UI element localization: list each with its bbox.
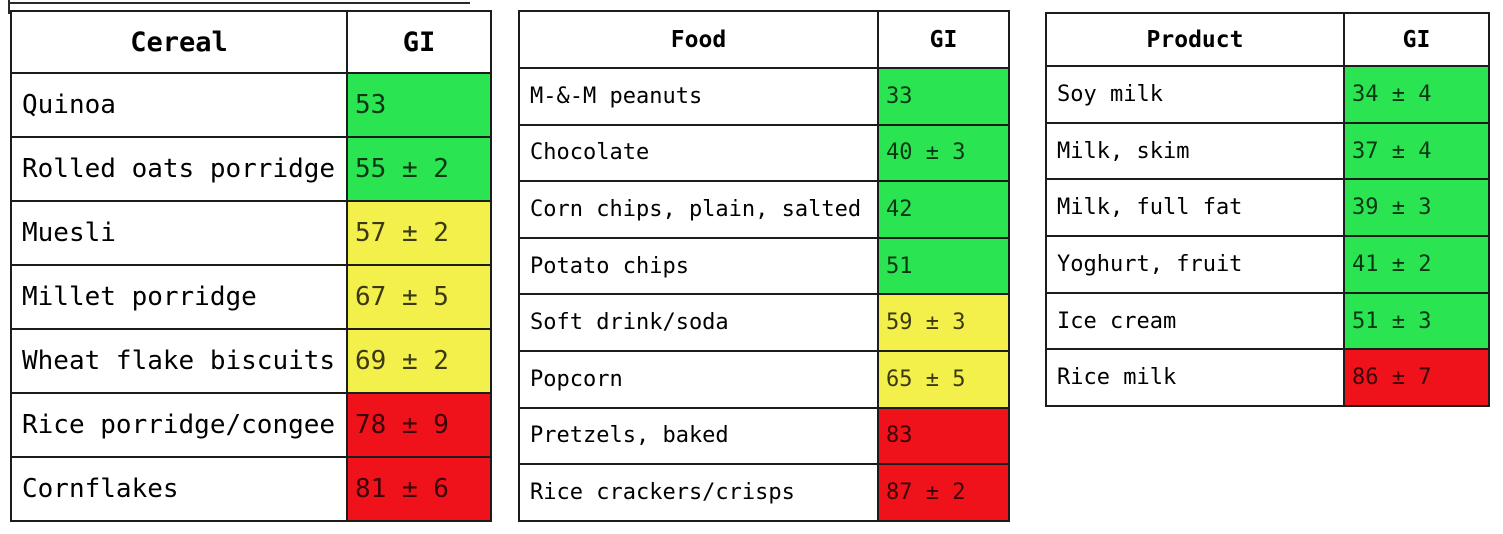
- table-row: Corn chips, plain, salted 42: [518, 180, 1010, 239]
- gi-column-header: GI: [1343, 12, 1490, 67]
- table-row: Muesli 57 ± 2: [10, 200, 492, 266]
- gi-value-cell: 51 ± 3: [1343, 291, 1490, 351]
- product-gi-table: Product GI Soy milk 34 ± 4 Milk, skim 37 ± …: [1045, 12, 1490, 408]
- gi-value-cell: 40 ± 3: [877, 123, 1010, 183]
- cereal-gi-table: Cereal GI Quinoa 53 Rolled oats porridge 55…: [10, 10, 492, 522]
- item-name-cell: Popcorn: [518, 349, 879, 409]
- gi-value-cell: 65 ± 5: [877, 349, 1010, 409]
- table-row: Rice porridge/congee 78 ± 9: [10, 392, 492, 458]
- table-row: Rice crackers/crisps 87 ± 2: [518, 463, 1010, 522]
- item-name-cell: Rolled oats porridge: [10, 136, 348, 202]
- item-name-cell: Soy milk: [1045, 65, 1345, 124]
- table-row: Wheat flake biscuits 69 ± 2: [10, 328, 492, 394]
- gi-value-cell: 78 ± 9: [346, 392, 492, 458]
- table-header-row: Food GI: [518, 10, 1010, 69]
- gi-value-cell: 42: [877, 180, 1010, 239]
- item-name-cell: Yoghurt, fruit: [1045, 235, 1345, 294]
- item-name-cell: M-&-M peanuts: [518, 67, 879, 126]
- table-row: Cornflakes 81 ± 6: [10, 456, 492, 522]
- gi-value-cell: 67 ± 5: [346, 264, 492, 330]
- gi-value-cell: 86 ± 7: [1343, 348, 1490, 408]
- item-name-cell: Ice cream: [1045, 291, 1345, 351]
- item-name-cell: Quinoa: [10, 72, 348, 138]
- item-name-cell: Corn chips, plain, salted: [518, 180, 879, 239]
- gi-value-cell: 34 ± 4: [1343, 65, 1490, 124]
- table-row: Rice milk 86 ± 7: [1045, 348, 1490, 408]
- table-row: Milk, full fat 39 ± 3: [1045, 178, 1490, 238]
- food-column-header: Food: [518, 10, 879, 69]
- food-gi-table: Food GI M-&-M peanuts 33 Chocolate 40 ± 3 Co…: [518, 10, 1010, 522]
- table-row: Soy milk 34 ± 4: [1045, 65, 1490, 124]
- gi-value-cell: 37 ± 4: [1343, 121, 1490, 181]
- gi-value-cell: 69 ± 2: [346, 328, 492, 394]
- table-row: Soft drink/soda 59 ± 3: [518, 293, 1010, 352]
- gi-value-cell: 55 ± 2: [346, 136, 492, 202]
- gi-value-cell: 81 ± 6: [346, 456, 492, 522]
- table-row: Chocolate 40 ± 3: [518, 123, 1010, 183]
- item-name-cell: Milk, skim: [1045, 121, 1345, 181]
- item-name-cell: Chocolate: [518, 123, 879, 183]
- item-name-cell: Cornflakes: [10, 456, 348, 522]
- gi-value-cell: 87 ± 2: [877, 463, 1010, 522]
- item-name-cell: Soft drink/soda: [518, 293, 879, 352]
- table-row: Quinoa 53: [10, 72, 492, 138]
- table-row: Millet porridge 67 ± 5: [10, 264, 492, 330]
- item-name-cell: Millet porridge: [10, 264, 348, 330]
- table-header-row: Product GI: [1045, 12, 1490, 67]
- gi-value-cell: 33: [877, 67, 1010, 126]
- gi-value-cell: 59 ± 3: [877, 293, 1010, 352]
- gi-column-header: GI: [877, 10, 1010, 69]
- item-name-cell: Potato chips: [518, 236, 879, 296]
- table-row: Rolled oats porridge 55 ± 2: [10, 136, 492, 202]
- gi-value-cell: 53: [346, 72, 492, 138]
- table-row: Yoghurt, fruit 41 ± 2: [1045, 235, 1490, 294]
- item-name-cell: Milk, full fat: [1045, 178, 1345, 238]
- cereal-column-header: Cereal: [10, 10, 348, 74]
- gi-value-cell: 41 ± 2: [1343, 235, 1490, 294]
- crop-artifact-horizontal-line: [8, 2, 470, 4]
- table-row: Pretzels, baked 83: [518, 406, 1010, 466]
- crop-artifact-vertical-line: [8, 0, 10, 14]
- item-name-cell: Wheat flake biscuits: [10, 328, 348, 394]
- item-name-cell: Rice milk: [1045, 348, 1345, 408]
- gi-value-cell: 83: [877, 406, 1010, 466]
- item-name-cell: Muesli: [10, 200, 348, 266]
- gi-value-cell: 57 ± 2: [346, 200, 492, 266]
- product-column-header: Product: [1045, 12, 1345, 67]
- table-row: Potato chips 51: [518, 236, 1010, 296]
- item-name-cell: Rice porridge/congee: [10, 392, 348, 458]
- item-name-cell: Rice crackers/crisps: [518, 463, 879, 522]
- table-row: M-&-M peanuts 33: [518, 67, 1010, 126]
- table-row: Ice cream 51 ± 3: [1045, 291, 1490, 351]
- item-name-cell: Pretzels, baked: [518, 406, 879, 466]
- gi-value-cell: 39 ± 3: [1343, 178, 1490, 238]
- table-row: Milk, skim 37 ± 4: [1045, 121, 1490, 181]
- gi-value-cell: 51: [877, 236, 1010, 296]
- table-row: Popcorn 65 ± 5: [518, 349, 1010, 409]
- gi-column-header: GI: [346, 10, 492, 74]
- table-header-row: Cereal GI: [10, 10, 492, 74]
